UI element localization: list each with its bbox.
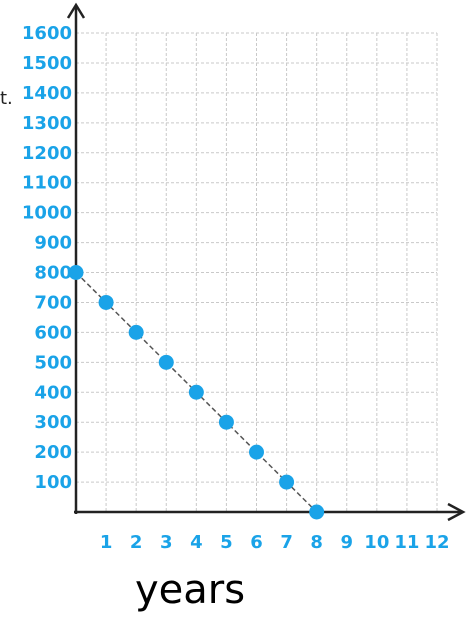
y-tick-label: 1300 bbox=[22, 113, 72, 134]
data-point bbox=[188, 384, 204, 400]
data-point bbox=[218, 414, 234, 430]
y-tick-label: 600 bbox=[34, 322, 72, 343]
y-tick-label: 1600 bbox=[22, 23, 72, 44]
grid bbox=[76, 32, 438, 512]
x-axis-arrow bbox=[447, 502, 466, 522]
y-tick-label: 100 bbox=[34, 472, 72, 493]
data-point bbox=[309, 504, 325, 520]
y-tick-label: 900 bbox=[34, 233, 72, 254]
x-tick-label: 5 bbox=[220, 532, 233, 553]
x-tick-label: 11 bbox=[394, 532, 419, 553]
x-tick-label: 12 bbox=[424, 532, 449, 553]
x-tick-label: 7 bbox=[280, 532, 293, 553]
x-tick-label: 2 bbox=[130, 532, 143, 553]
x-tick-label: 9 bbox=[340, 532, 353, 553]
y-tick-label: 700 bbox=[34, 292, 72, 313]
x-tick-labels: 1 2 3 4 5 6 7 8 9 10 11 12 bbox=[100, 532, 450, 553]
y-axis-arrow bbox=[66, 2, 86, 19]
x-axis-label: years bbox=[135, 567, 245, 613]
data-point bbox=[128, 324, 144, 340]
x-tick-label: 1 bbox=[100, 532, 113, 553]
data-point bbox=[68, 265, 84, 280]
y-tick-label: 1100 bbox=[22, 173, 72, 194]
x-tick-label: 4 bbox=[190, 532, 203, 553]
axes bbox=[66, 2, 466, 522]
data-point bbox=[98, 294, 114, 310]
edge-text-fragment: t. bbox=[0, 88, 13, 109]
y-tick-label: 800 bbox=[34, 263, 72, 284]
data-points bbox=[68, 265, 325, 520]
y-tick-label: 500 bbox=[34, 352, 72, 373]
y-tick-labels: 100 200 300 400 500 600 700 800 900 1000 1100 1200 1… bbox=[22, 23, 72, 493]
x-tick-label: 6 bbox=[250, 532, 263, 553]
y-tick-label: 200 bbox=[34, 442, 72, 463]
data-point bbox=[158, 354, 174, 370]
y-tick-label: 1500 bbox=[22, 53, 72, 74]
y-tick-label: 1000 bbox=[22, 203, 72, 224]
data-point bbox=[249, 444, 264, 460]
data-point bbox=[279, 474, 295, 490]
y-tick-label: 1400 bbox=[22, 83, 72, 104]
x-tick-label: 8 bbox=[310, 532, 323, 553]
x-tick-label: 10 bbox=[364, 532, 389, 553]
y-tick-label: 1200 bbox=[22, 143, 72, 164]
x-tick-label: 3 bbox=[160, 532, 173, 553]
y-tick-label: 300 bbox=[34, 412, 72, 433]
y-tick-label: 400 bbox=[34, 382, 72, 403]
